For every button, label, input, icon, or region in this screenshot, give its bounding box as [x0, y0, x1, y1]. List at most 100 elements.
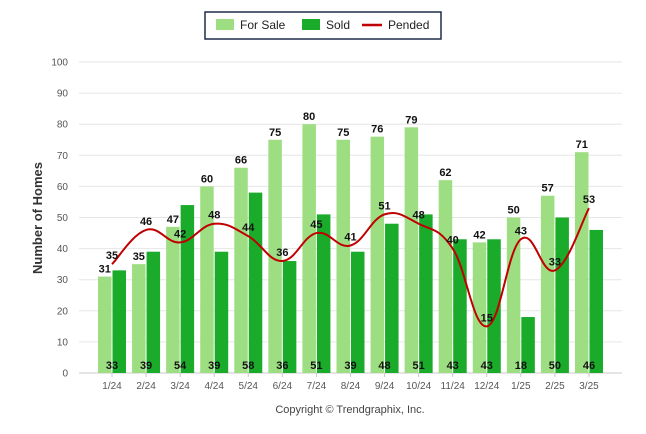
label-pended: 53 — [583, 194, 595, 206]
bar-sold — [112, 270, 126, 373]
bar-sold — [521, 317, 535, 373]
label-for-sale: 47 — [167, 214, 179, 226]
bar-for-sale — [234, 167, 248, 373]
bar-sold — [385, 223, 399, 373]
label-for-sale: 31 — [99, 264, 111, 276]
x-tick-label: 1/25 — [511, 381, 531, 392]
legend-swatch-sold — [302, 19, 320, 30]
x-tick-label: 2/24 — [136, 381, 156, 392]
y-tick-label: 0 — [62, 369, 68, 380]
label-for-sale: 80 — [303, 111, 315, 123]
x-tick-label: 9/24 — [375, 381, 395, 392]
bar-for-sale — [268, 139, 282, 373]
bar-sold — [146, 251, 161, 373]
x-tick-label: 8/24 — [341, 381, 361, 392]
pended-line — [111, 207, 590, 328]
bar-for-sale — [132, 264, 146, 373]
label-pended: 44 — [242, 222, 255, 234]
legend-label-pended: Pended — [388, 18, 429, 32]
bar-for-sale — [438, 180, 453, 373]
label-pended: 36 — [276, 247, 288, 259]
y-tick-label: 50 — [57, 213, 69, 224]
y-tick-label: 60 — [57, 182, 69, 193]
label-pended: 40 — [447, 235, 459, 247]
y-tick-label: 30 — [57, 275, 69, 286]
x-tick-label: 10/24 — [406, 381, 431, 392]
bar-sold — [555, 217, 569, 373]
y-tick-label: 100 — [51, 58, 68, 69]
label-sold: 43 — [481, 360, 493, 372]
label-sold: 33 — [106, 360, 118, 372]
label-pended: 41 — [344, 231, 356, 243]
bar-for-sale — [302, 124, 316, 373]
bar-for-sale — [370, 136, 385, 373]
bar-for-sale — [336, 139, 350, 373]
bar-sold — [350, 251, 365, 373]
label-for-sale: 60 — [201, 173, 213, 185]
bar-sold — [453, 239, 467, 373]
bar-sold — [180, 205, 195, 373]
bar-for-sale — [200, 186, 214, 373]
x-tick-label: 3/24 — [170, 381, 190, 392]
label-pended: 35 — [106, 250, 118, 262]
gridlines — [79, 61, 622, 374]
legend: For Sale Sold Pended — [204, 11, 442, 40]
label-for-sale: 66 — [235, 155, 247, 167]
label-for-sale: 75 — [269, 127, 281, 139]
bar-sold — [214, 251, 229, 373]
label-for-sale: 35 — [133, 251, 145, 263]
label-sold: 58 — [242, 360, 254, 372]
y-tick-label: 90 — [57, 89, 69, 100]
label-pended: 43 — [515, 225, 527, 237]
label-sold: 39 — [344, 360, 356, 372]
y-tick-label: 20 — [57, 306, 69, 317]
legend-label-sold: Sold — [326, 18, 350, 32]
label-for-sale: 57 — [542, 183, 554, 195]
bar-for-sale — [472, 242, 487, 373]
x-tick-labels: 1/24 2/24 3/24 4/24 5/24 6/24 7/24 8/24 9/24 10/2… — [102, 373, 599, 392]
label-sold: 51 — [310, 360, 322, 372]
x-tick-label: 12/24 — [474, 381, 499, 392]
label-sold: 54 — [174, 360, 187, 372]
x-tick-label: 7/24 — [307, 381, 327, 392]
label-sold: 39 — [208, 360, 220, 372]
bar-for-sale — [404, 127, 419, 373]
label-sold: 50 — [549, 360, 561, 372]
bar-sold — [248, 192, 263, 373]
bar-for-sale — [574, 152, 589, 373]
label-for-sale: 50 — [507, 205, 519, 217]
bars — [98, 124, 603, 373]
bar-sold — [316, 214, 331, 373]
bar-for-sale — [540, 195, 555, 373]
label-sold: 51 — [413, 360, 425, 372]
y-tick-labels: 0 10 20 30 40 50 60 70 80 90 100 — [51, 58, 68, 380]
label-pended: 46 — [140, 216, 152, 228]
label-for-sale: 79 — [405, 114, 417, 126]
label-for-sale: 76 — [371, 124, 383, 136]
bar-sold — [419, 214, 433, 373]
label-pended: 48 — [208, 210, 220, 222]
label-sold: 43 — [447, 360, 459, 372]
bar-for-sale — [506, 217, 521, 373]
y-axis-title: Number of Homes — [30, 162, 45, 274]
bar-sold — [282, 261, 297, 373]
y-tick-label: 10 — [57, 337, 69, 348]
y-tick-label: 70 — [57, 151, 69, 162]
label-for-sale: 62 — [439, 167, 451, 179]
x-tick-label: 5/24 — [239, 381, 259, 392]
label-pended: 33 — [549, 256, 561, 268]
label-sold: 46 — [583, 360, 595, 372]
x-tick-label: 2/25 — [545, 381, 565, 392]
x-tick-label: 4/24 — [204, 381, 224, 392]
label-sold: 36 — [276, 360, 288, 372]
label-pended: 42 — [174, 228, 186, 240]
x-tick-label: 6/24 — [273, 381, 293, 392]
label-sold: 39 — [140, 360, 152, 372]
label-pended: 48 — [413, 210, 425, 222]
label-sold: 48 — [378, 360, 390, 372]
label-for-sale: 75 — [337, 127, 349, 139]
bar-for-sale — [98, 276, 112, 373]
bar-sold — [589, 229, 603, 373]
copyright-credit: Copyright © Trendgraphix, Inc. — [275, 404, 424, 416]
